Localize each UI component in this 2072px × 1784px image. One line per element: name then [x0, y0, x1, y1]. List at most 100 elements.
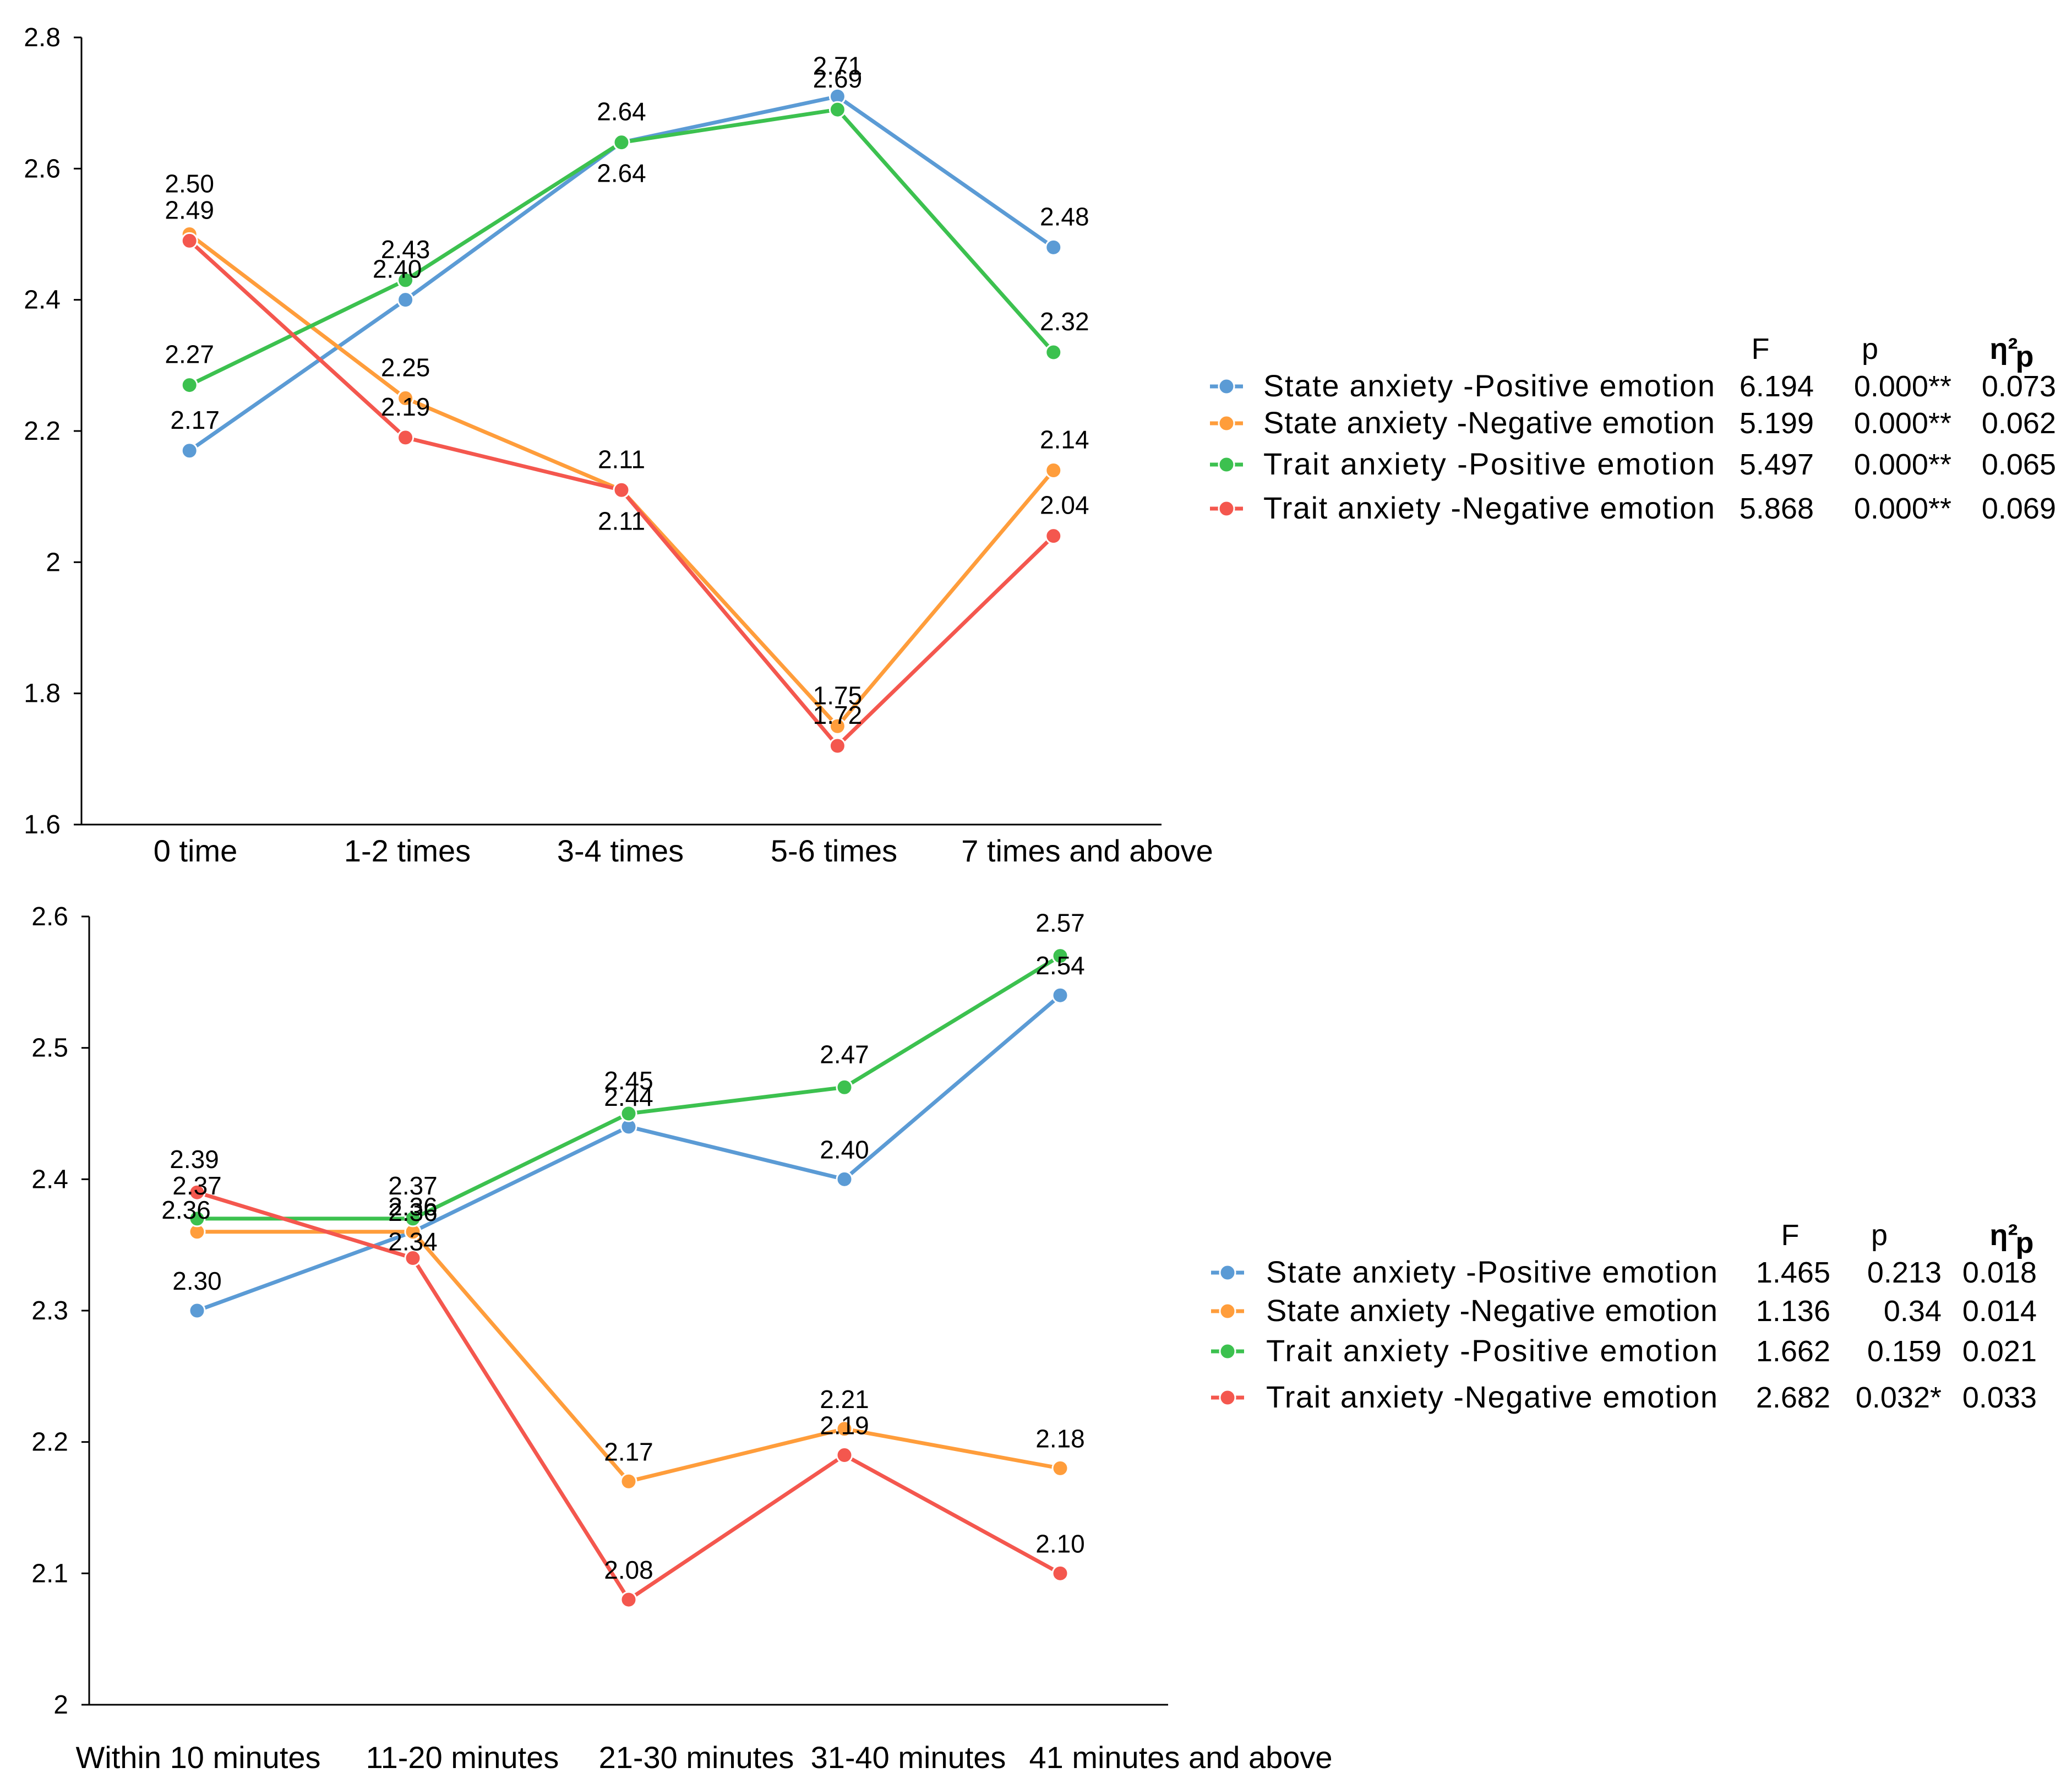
data-label: 2.18: [1035, 1424, 1085, 1453]
stat-value-eta: 0.073: [1982, 370, 2056, 403]
stat-value-p: 0.159: [1867, 1335, 1942, 1368]
data-label: 2.04: [1040, 491, 1089, 520]
data-label: 2.14: [1040, 425, 1089, 454]
data-label: 2.49: [165, 195, 214, 224]
data-point: [404, 1250, 422, 1267]
x-category-label: 5-6 times: [771, 833, 897, 868]
data-point: [188, 1302, 206, 1319]
y-tick-label: 2.6: [31, 902, 68, 931]
data-label: 2.44: [604, 1083, 653, 1111]
x-category-label: 1-2 times: [344, 833, 471, 868]
data-point: [1045, 462, 1062, 479]
data-label: 1.75: [813, 681, 863, 710]
stat-value-p: 0.032*: [1856, 1381, 1942, 1414]
stat-header-eta-subscript: p: [2016, 1226, 2034, 1259]
y-tick-label: 2.4: [24, 286, 61, 315]
x-category-label: 7 times and above: [961, 833, 1213, 868]
stat-value-F: 5.497: [1740, 448, 1814, 481]
stat-value-eta: 0.014: [1962, 1295, 2037, 1328]
stat-value-p: 0.000**: [1854, 492, 1951, 525]
data-label: 2.69: [813, 64, 863, 93]
stat-value-eta: 0.062: [1982, 407, 2056, 440]
x-category-label: Within 10 minutes: [75, 1740, 320, 1775]
data-label: 2.47: [820, 1040, 869, 1068]
data-label: 2.40: [820, 1135, 869, 1164]
data-label: 2.08: [604, 1556, 653, 1584]
data-point: [1051, 947, 1069, 965]
data-label: 2.34: [388, 1227, 438, 1256]
legend-series-name: Trait anxiety -Negative emotion: [1263, 490, 1715, 525]
data-label: 2.48: [1040, 202, 1089, 231]
data-label: 2.27: [165, 340, 214, 369]
legend-dot-marker: [1219, 1264, 1236, 1281]
stat-value-F: 5.199: [1740, 407, 1814, 440]
stat-value-F: 1.136: [1756, 1295, 1830, 1328]
legend-dot-marker: [1219, 1302, 1236, 1320]
stat-header-eta: η²: [1990, 1219, 2018, 1252]
stat-value-eta: 0.033: [1962, 1381, 2037, 1414]
legend-series-name: Trait anxiety -Positive emotion: [1263, 446, 1715, 481]
y-tick-label: 2.2: [24, 417, 61, 446]
data-label: 2.64: [597, 97, 646, 126]
stat-header-F: F: [1781, 1219, 1800, 1252]
stat-value-eta: 0.021: [1962, 1335, 2037, 1368]
data-label: 2.11: [598, 506, 645, 535]
data-point: [397, 389, 415, 407]
data-point: [397, 429, 415, 446]
data-label: 2.37: [172, 1171, 222, 1200]
data-point: [836, 1078, 853, 1096]
legend-series-name: State anxiety -Negative emotion: [1266, 1293, 1717, 1328]
series-line: [188, 232, 1055, 728]
legend-dot-marker: [1218, 414, 1235, 432]
data-point: [188, 1183, 206, 1201]
y-tick-label: 2.4: [31, 1165, 68, 1194]
x-category-label: 21-30 minutes: [599, 1740, 794, 1775]
y-tick-label: 2.3: [31, 1296, 68, 1325]
data-label: 2.40: [373, 255, 422, 283]
data-point: [1051, 1564, 1069, 1582]
data-point: [404, 1210, 422, 1227]
legend-series-name: Trait anxiety -Negative emotion: [1266, 1379, 1717, 1414]
data-point: [1045, 238, 1062, 256]
data-point: [188, 1210, 206, 1227]
stat-header-eta: η²: [1990, 332, 2018, 365]
data-point: [828, 737, 846, 755]
data-point: [397, 271, 415, 289]
legend-dot-marker: [1218, 456, 1235, 473]
legend-dot-marker: [1218, 500, 1235, 517]
y-tick-label: 2.6: [24, 154, 61, 183]
data-label: 2.36: [388, 1192, 438, 1221]
stat-header-F: F: [1752, 332, 1770, 365]
stat-value-p: 0.213: [1867, 1256, 1942, 1289]
data-point: [836, 1170, 853, 1188]
stat-value-eta: 0.018: [1962, 1256, 2037, 1289]
stat-header-p: p: [1862, 332, 1878, 365]
data-label: 2.10: [1035, 1529, 1085, 1558]
x-category-label: 3-4 times: [557, 833, 684, 868]
data-point: [613, 134, 630, 151]
data-label: 2.43: [381, 235, 430, 264]
stat-value-F: 2.682: [1756, 1381, 1830, 1414]
data-point: [1045, 527, 1062, 545]
stat-value-F: 1.465: [1756, 1256, 1830, 1289]
legend-dot-marker: [1218, 378, 1235, 395]
legend-series-name: Trait anxiety -Positive emotion: [1266, 1333, 1717, 1368]
stat-value-eta: 0.069: [1982, 492, 2056, 525]
x-category-label: 41 minutes and above: [1029, 1740, 1332, 1775]
y-tick-label: 2.5: [31, 1034, 68, 1063]
data-point: [620, 1472, 637, 1490]
data-label: 2.39: [170, 1145, 219, 1174]
data-point: [181, 232, 198, 249]
y-tick-label: 2.8: [24, 23, 61, 52]
data-point: [828, 101, 846, 118]
data-label: 2.21: [820, 1385, 869, 1414]
data-label: 2.17: [604, 1437, 653, 1466]
data-label: 2.30: [172, 1267, 222, 1295]
data-point: [1051, 1459, 1069, 1477]
data-label: 2.36: [388, 1198, 438, 1226]
y-tick-label: 2: [53, 1690, 68, 1720]
data-label: 2.25: [381, 353, 430, 381]
stat-value-F: 5.868: [1740, 492, 1814, 525]
